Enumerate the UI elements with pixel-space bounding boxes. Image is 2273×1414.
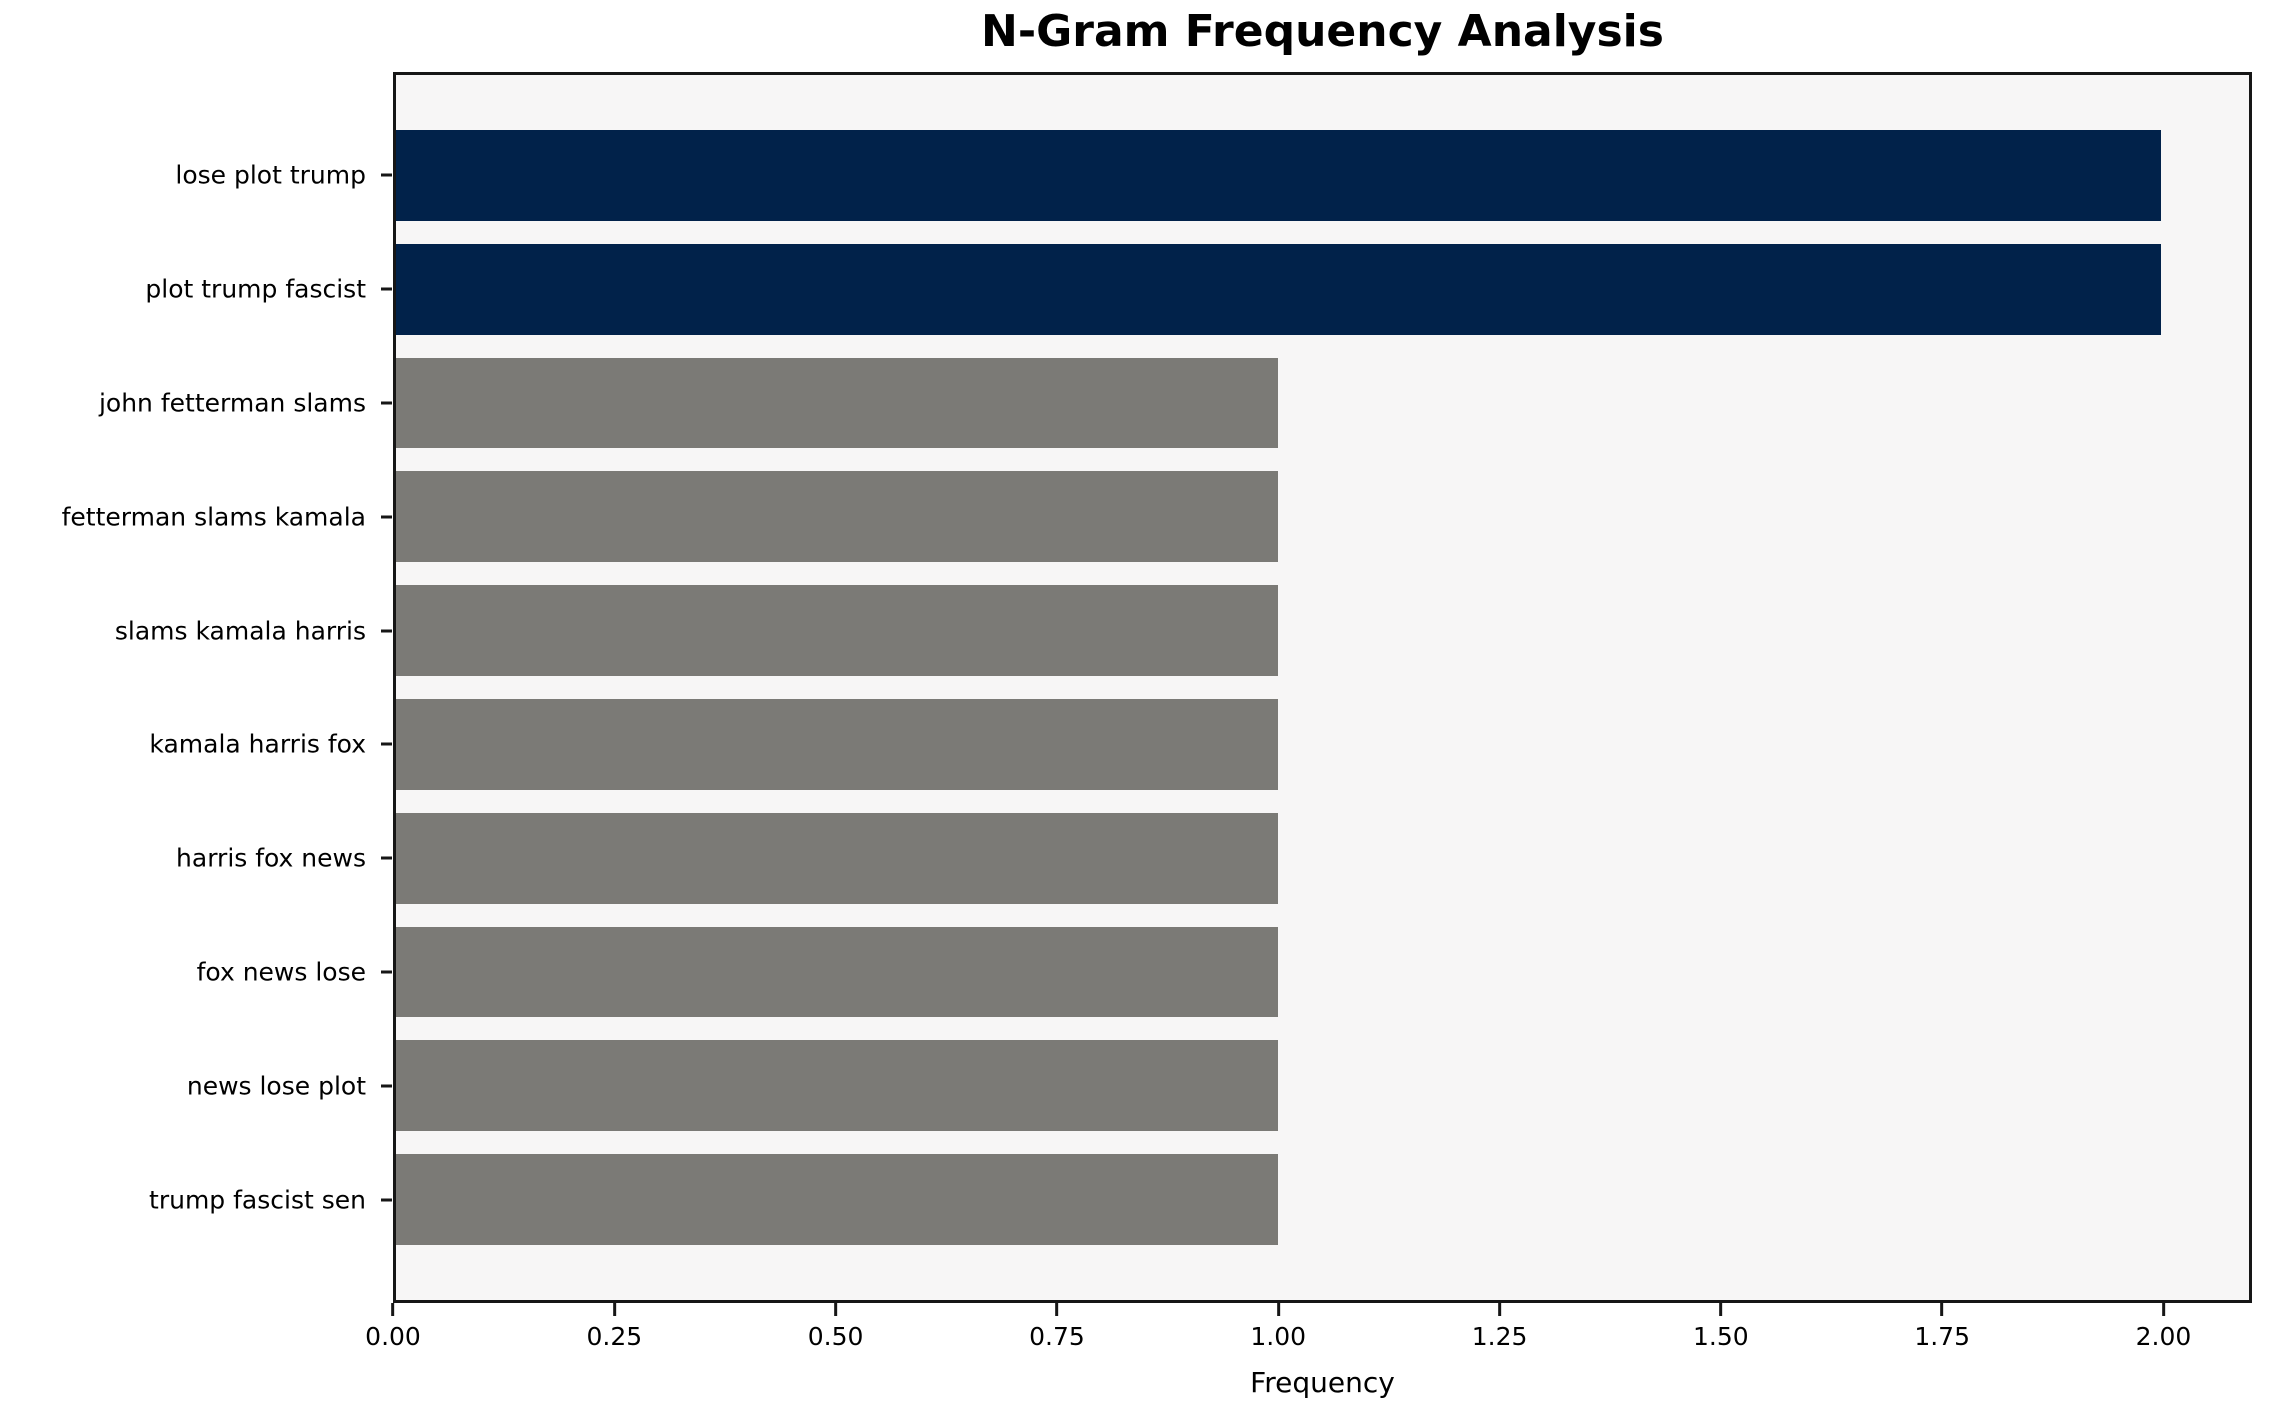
y-tick-mark xyxy=(381,629,392,633)
bar-row: fox news lose xyxy=(197,926,2249,1018)
x-tick-label: 1.50 xyxy=(1693,1322,1749,1351)
x-tick: 0.75 xyxy=(1029,1303,1085,1351)
y-tick-label: fox news lose xyxy=(196,957,366,987)
bar-row: kamala harris fox xyxy=(149,698,2249,790)
x-tick: 2.00 xyxy=(2135,1303,2192,1351)
x-tick-label: 1.00 xyxy=(1250,1322,1307,1351)
x-tick-label: 0.25 xyxy=(586,1322,643,1351)
bar xyxy=(396,357,1279,449)
x-tick-mark xyxy=(1940,1303,1944,1316)
x-axis: 0.00 0.25 0.50 0.75 1.00 1.25 1.50 1.75 2.00 xyxy=(365,1303,2252,1365)
bar-row: fetterman slams kamala xyxy=(62,471,2249,563)
x-tick-label: 0.50 xyxy=(807,1322,864,1351)
y-tick-label: news lose plot xyxy=(186,1071,366,1101)
bar xyxy=(396,698,1279,790)
x-tick-mark xyxy=(391,1303,395,1316)
x-tick: 0.00 xyxy=(365,1303,421,1351)
x-tick: 1.00 xyxy=(1250,1303,1306,1351)
x-tick-mark xyxy=(2161,1303,2165,1316)
x-tick-mark xyxy=(834,1303,838,1316)
y-tick-mark xyxy=(381,856,392,860)
x-tick-label: 1.75 xyxy=(1914,1322,1970,1351)
bar-row: harris fox news xyxy=(176,812,2249,904)
y-tick-mark xyxy=(381,287,392,291)
y-tick-label: plot trump fascist xyxy=(145,274,366,304)
chart-title: N-Gram Frequency Analysis xyxy=(981,6,1664,57)
bar xyxy=(396,471,1279,563)
bars-container: lose plot trump plot trump fascist john fe… xyxy=(62,75,2249,1300)
y-tick-label: john fetterman slams xyxy=(98,388,366,418)
plot-area: lose plot trump plot trump fascist john fe… xyxy=(62,72,2252,1303)
x-tick-label: 0.75 xyxy=(1029,1322,1085,1351)
x-axis-label: Frequency xyxy=(1250,1366,1395,1399)
x-tick-label: 2.00 xyxy=(2135,1322,2192,1351)
x-tick-mark xyxy=(612,1303,616,1316)
bar-row: plot trump fascist xyxy=(145,243,2249,335)
bar xyxy=(396,1040,1279,1132)
bar xyxy=(396,926,1279,1018)
bar xyxy=(396,1154,1279,1245)
bar xyxy=(396,130,2161,221)
x-tick: 1.25 xyxy=(1471,1303,1528,1351)
x-tick: 0.25 xyxy=(586,1303,642,1351)
x-tick: 0.50 xyxy=(807,1303,864,1351)
bar-row: slams kamala harris xyxy=(115,585,2249,676)
bar-row: trump fascist sen xyxy=(149,1154,2249,1245)
y-tick-mark xyxy=(381,173,392,177)
x-tick-label: 1.25 xyxy=(1471,1322,1528,1351)
x-tick-mark xyxy=(1055,1303,1059,1316)
y-tick-label: kamala harris fox xyxy=(149,729,366,759)
y-tick-mark xyxy=(381,401,392,405)
x-tick-mark xyxy=(1276,1303,1280,1316)
bar-row: john fetterman slams xyxy=(99,357,2249,449)
x-tick: 1.50 xyxy=(1693,1303,1749,1351)
bar-row: news lose plot xyxy=(187,1040,2249,1132)
y-tick-mark xyxy=(381,970,392,974)
bar xyxy=(396,812,1279,904)
x-tick-mark xyxy=(1719,1303,1723,1316)
bar xyxy=(396,243,2161,335)
bar-row: lose plot trump xyxy=(175,130,2249,221)
y-tick-label: lose plot trump xyxy=(175,160,366,190)
x-tick: 1.75 xyxy=(1914,1303,1970,1351)
y-tick-label: slams kamala harris xyxy=(114,616,366,646)
y-tick-label: fetterman slams kamala xyxy=(61,502,366,532)
x-tick-label: 0.00 xyxy=(365,1322,421,1351)
y-tick-mark xyxy=(381,515,392,519)
y-tick-mark xyxy=(381,1084,392,1088)
y-tick-mark xyxy=(381,742,392,746)
x-tick-mark xyxy=(1498,1303,1502,1316)
y-tick-mark xyxy=(381,1198,392,1202)
bar xyxy=(396,585,1279,676)
y-tick-label: harris fox news xyxy=(176,843,366,873)
y-tick-label: trump fascist sen xyxy=(149,1185,366,1215)
